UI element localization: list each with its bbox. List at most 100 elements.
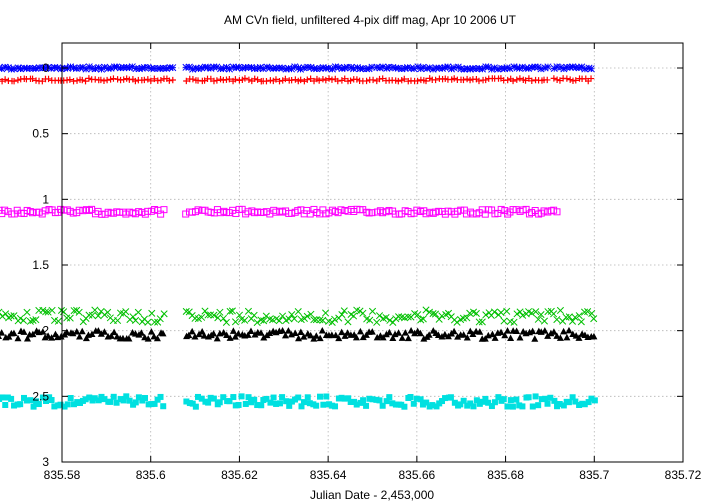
data-point: [476, 328, 484, 335]
data-point: [288, 398, 295, 405]
data-point: [313, 402, 320, 409]
data-point: [189, 75, 197, 83]
x-tick-label: 835.62: [221, 468, 258, 482]
data-point: [39, 394, 46, 401]
data-point: [540, 317, 549, 325]
data-point: [368, 209, 376, 217]
data-point: [383, 398, 390, 405]
data-point: [553, 208, 561, 216]
data-point: [529, 403, 536, 410]
data-point: [245, 394, 252, 401]
data-point: [29, 316, 37, 324]
data-point: [147, 328, 155, 335]
data-point: [568, 317, 577, 325]
data-point: [154, 318, 162, 326]
data-point: [10, 77, 18, 85]
data-point: [29, 330, 37, 338]
data-point: [463, 314, 471, 322]
data-point: [147, 77, 155, 85]
data-point: [472, 309, 480, 317]
data-point: [44, 332, 52, 339]
data-point: [560, 402, 567, 409]
data-point: [369, 396, 376, 403]
data-point: [423, 399, 430, 406]
chart-title: AM CVn field, unfiltered 4-pix diff mag,…: [224, 13, 517, 27]
data-point: [519, 311, 527, 319]
data-point: [560, 327, 568, 335]
data-point: [490, 308, 499, 316]
data-point: [97, 76, 105, 84]
data-point: [457, 401, 464, 408]
data-point: [75, 308, 83, 316]
data-point: [590, 332, 598, 340]
data-point: [23, 308, 31, 316]
data-point: [482, 395, 489, 402]
data-point: [516, 75, 524, 82]
data-point: [435, 207, 443, 215]
data-point: [2, 402, 9, 409]
data-point: [504, 210, 512, 218]
data-point: [70, 401, 77, 408]
data-point: [156, 315, 164, 323]
data-point: [11, 402, 18, 409]
data-point: [257, 329, 265, 336]
data-point: [148, 309, 156, 317]
data-point: [85, 63, 93, 71]
data-point: [286, 402, 293, 409]
data-point: [10, 312, 18, 320]
data-point: [504, 76, 511, 84]
data-point: [429, 309, 437, 318]
data-point: [304, 76, 311, 83]
data-point: [368, 307, 377, 315]
data-point: [247, 327, 255, 335]
data-point: [267, 399, 274, 406]
data-point: [407, 327, 415, 334]
data-point: [94, 312, 102, 320]
data-point: [148, 401, 155, 408]
data-point: [577, 318, 585, 326]
data-point: [581, 65, 589, 73]
data-point: [10, 329, 18, 337]
data-point: [469, 330, 477, 338]
data-point: [379, 75, 386, 82]
data-point: [404, 313, 412, 321]
data-point: [359, 309, 367, 317]
data-point: [347, 398, 354, 405]
y-tick-label: 3: [42, 455, 49, 469]
y-tick-label: 2.5: [32, 389, 49, 403]
data-point: [414, 77, 421, 85]
data-point: [469, 210, 477, 218]
data-point: [259, 65, 267, 73]
data-point: [556, 306, 564, 315]
data-point: [135, 394, 142, 401]
data-point: [504, 327, 512, 334]
data-point: [85, 75, 93, 82]
data-point: [478, 65, 487, 73]
data-point: [537, 310, 545, 319]
data-point: [254, 76, 261, 83]
data-point: [30, 403, 37, 410]
data-point: [395, 210, 403, 218]
data-point: [516, 402, 523, 409]
data-point: [386, 394, 393, 401]
series-filled-square: [0, 393, 598, 410]
data-point: [335, 334, 343, 342]
data-point: [516, 334, 524, 341]
data-point: [379, 402, 386, 409]
data-point: [501, 331, 509, 339]
data-point: [569, 394, 576, 401]
data-point: [5, 333, 13, 340]
data-point: [69, 329, 77, 337]
data-point: [297, 76, 304, 84]
data-point: [385, 206, 393, 214]
data-point: [431, 310, 440, 318]
data-point: [571, 313, 579, 321]
data-point: [425, 331, 433, 338]
data-point: [290, 315, 298, 323]
data-point: [413, 206, 421, 214]
data-point: [544, 63, 552, 71]
data-point: [23, 335, 31, 342]
data-point: [532, 393, 539, 400]
data-point: [438, 398, 445, 405]
